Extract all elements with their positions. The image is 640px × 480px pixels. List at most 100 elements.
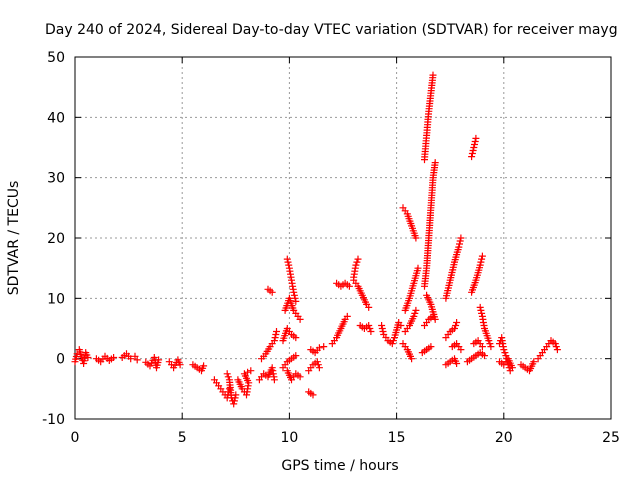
y-tick-label: 50 <box>47 50 65 66</box>
data-point <box>388 340 396 348</box>
data-point <box>389 337 397 345</box>
data-point <box>468 153 476 161</box>
data-point <box>292 334 300 342</box>
data-point <box>427 343 435 351</box>
data-point <box>247 367 255 375</box>
data-point <box>429 71 437 79</box>
data-point <box>485 337 493 345</box>
data-point <box>110 354 118 361</box>
data-point <box>481 352 488 360</box>
y-axis-label: SDTVAR / TECUs <box>6 181 22 296</box>
data-point <box>343 312 351 320</box>
chart-title: Day 240 of 2024, Sidereal Day-to-day VTE… <box>45 22 618 38</box>
data-point <box>470 144 478 151</box>
y-tick-label: -10 <box>42 412 65 428</box>
data-point <box>508 364 516 372</box>
data-point <box>352 261 360 269</box>
data-point <box>477 258 485 266</box>
y-tick-label: 10 <box>47 291 65 307</box>
data-point <box>270 376 278 384</box>
data-point <box>313 358 321 366</box>
x-tick-label: 25 <box>602 430 620 446</box>
data-point <box>471 138 479 145</box>
x-tick-label: 20 <box>495 430 513 446</box>
data-point <box>412 234 420 242</box>
data-point <box>453 319 461 326</box>
data-point <box>314 361 322 369</box>
data-point <box>273 328 280 335</box>
data-point <box>551 340 559 348</box>
data-point <box>271 334 279 342</box>
data-points <box>71 71 561 408</box>
x-tick-label: 5 <box>178 430 187 446</box>
data-point <box>240 370 248 378</box>
data-point <box>469 147 477 154</box>
data-point <box>223 370 231 378</box>
data-point <box>431 159 439 167</box>
x-tick-label: 10 <box>280 430 298 446</box>
data-point <box>478 343 486 351</box>
data-point <box>553 346 561 354</box>
data-point <box>408 355 416 363</box>
data-point <box>472 134 480 142</box>
data-point <box>290 291 298 299</box>
data-point <box>315 344 323 352</box>
data-point <box>378 322 386 329</box>
data-point <box>224 373 232 381</box>
data-point <box>283 255 291 263</box>
data-point <box>292 297 300 305</box>
data-point <box>155 356 163 364</box>
data-point <box>530 358 538 366</box>
x-axis-label: GPS time / hours <box>281 458 398 474</box>
y-tick-label: 30 <box>47 171 65 187</box>
data-point <box>411 309 419 317</box>
data-point <box>397 322 405 329</box>
data-point <box>133 356 141 364</box>
data-point <box>477 306 485 314</box>
data-point <box>231 394 239 402</box>
data-point <box>378 325 386 332</box>
data-point <box>455 243 463 251</box>
data-point <box>365 303 373 311</box>
data-point <box>478 255 486 263</box>
data-point <box>486 340 494 348</box>
data-point <box>292 352 300 360</box>
data-point <box>453 360 461 367</box>
data-point <box>309 391 317 399</box>
data-point <box>296 373 304 381</box>
data-point <box>354 255 362 263</box>
data-point <box>365 322 373 329</box>
data-point <box>457 234 465 242</box>
data-point <box>367 328 375 335</box>
x-tick-label: 0 <box>71 430 80 446</box>
data-point <box>268 288 276 296</box>
data-point <box>471 141 478 148</box>
data-point <box>244 368 252 376</box>
data-point <box>345 282 353 290</box>
data-point <box>500 346 508 354</box>
data-point <box>272 331 280 338</box>
data-point <box>456 240 463 248</box>
data-point <box>84 354 92 361</box>
data-point <box>285 261 293 269</box>
data-point <box>296 315 304 323</box>
data-point <box>423 291 431 299</box>
data-point <box>452 322 460 329</box>
data-point <box>230 397 238 405</box>
data-point <box>478 252 486 260</box>
data-point <box>284 258 292 266</box>
data-point <box>320 343 328 351</box>
data-point <box>77 353 85 361</box>
grid-lines <box>75 57 611 419</box>
data-point <box>379 328 387 335</box>
y-tick-label: 40 <box>47 110 65 126</box>
data-point <box>353 258 361 266</box>
data-point <box>290 288 298 296</box>
data-point <box>468 150 476 157</box>
x-tick-label: 15 <box>388 430 406 446</box>
data-point <box>200 362 208 370</box>
data-point <box>410 312 418 320</box>
data-point <box>478 309 486 317</box>
data-point <box>412 306 420 314</box>
